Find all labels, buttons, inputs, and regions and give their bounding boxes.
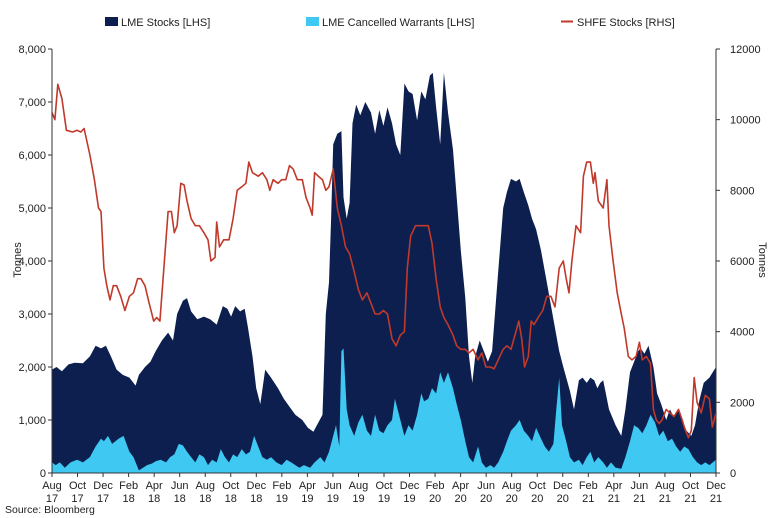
x-tick-label-year: 20 [506,493,518,505]
y-axis-label-right: Tonnes [756,242,768,278]
x-tick-label-month: Apr [452,480,469,492]
x-tick-label-month: Oct [682,480,699,492]
legend-label-lme-cancelled-warrants: LME Cancelled Warrants [LHS] [322,17,474,29]
x-tick-label-year: 21 [608,493,620,505]
x-tick-label-year: 17 [97,493,109,505]
y-tick-left-label: 3,000 [18,309,46,321]
x-tick-label-year: 18 [174,493,186,505]
x-tick-label-year: 18 [199,493,211,505]
chart-legend: LME Stocks [LHS] LME Cancelled Warrants … [105,17,675,29]
y-tick-left-label: 7,000 [18,97,46,109]
x-tick-label-year: 21 [684,493,696,505]
x-tick-label-month: Aug [195,480,215,492]
x-tick-label-year: 19 [403,493,415,505]
x-tick-label-year: 21 [710,493,722,505]
y-tick-left-label: 5,000 [18,203,46,215]
x-tick-label-month: Jun [324,480,342,492]
y-tick-left-label: 8,000 [18,44,46,56]
x-tick-label-month: Apr [299,480,316,492]
x-tick-label-year: 19 [301,493,313,505]
x-tick-label-month: Aug [349,480,369,492]
series-area-lme-stocks [52,72,716,474]
x-tick-label-year: 18 [148,493,160,505]
legend-label-lme-stocks: LME Stocks [LHS] [121,17,210,29]
series-line-shfe-stocks [51,83,717,439]
series-area-lme-cancelled-warrants [52,348,716,473]
y-tick-left-label: 1,000 [18,415,46,427]
y-tick-right-label: 12000 [730,44,761,56]
x-tick-label-month: Aug [502,480,522,492]
plot-area [51,72,717,474]
x-tick-label-year: 20 [557,493,569,505]
y-tick-left-label: 0 [40,468,46,480]
y-tick-right-label: 2000 [730,397,754,409]
x-tick-label-month: Aug [655,480,675,492]
y-tick-right-label: 0 [730,468,736,480]
y-tick-left-label: 6,000 [18,150,46,162]
x-tick-label-month: Oct [529,480,546,492]
x-tick-label-month: Dec [400,480,420,492]
y-tick-right-label: 8000 [730,185,754,197]
x-tick-label-month: Oct [222,480,239,492]
x-tick-label-month: Oct [69,480,86,492]
x-tick-label-month: Jun [171,480,189,492]
x-tick-label-year: 17 [71,493,83,505]
y-tick-left-label: 2,000 [18,362,46,374]
x-tick-label-month: Jun [631,480,649,492]
x-tick-label-month: Dec [706,480,726,492]
x-tick-label-year: 21 [582,493,594,505]
y-tick-right-label: 6000 [730,256,754,268]
y-axis-label-left: Tonnes [12,242,24,278]
x-tick-label-year: 19 [276,493,288,505]
x-tick-label-year: 19 [378,493,390,505]
axes: 0 1,000 2,000 3,000 4,000 5,000 6,000 7,000 8,00… [18,44,760,505]
x-tick-label-month: Feb [426,480,445,492]
legend-label-shfe-stocks: SHFE Stocks [RHS] [577,17,675,29]
y-tick-right-label: 4000 [730,327,754,339]
legend-item-shfe-stocks: SHFE Stocks [RHS] [561,17,675,29]
x-tick-label-year: 20 [480,493,492,505]
x-tick-label-year: 20 [531,493,543,505]
x-tick-label-month: Feb [579,480,598,492]
x-tick-label-year: 18 [250,493,262,505]
source-note: Source: Bloomberg [5,504,95,516]
x-tick-label-month: Apr [605,480,622,492]
x-tick-label-month: Aug [42,480,62,492]
x-tick-label-month: Apr [146,480,163,492]
legend-item-lme-cancelled-warrants: LME Cancelled Warrants [LHS] [306,17,474,29]
x-tick-label-year: 18 [225,493,237,505]
x-tick-label-month: Dec [247,480,267,492]
x-tick-label-year: 18 [122,493,134,505]
x-tick-label-year: 21 [659,493,671,505]
x-tick-label-year: 19 [352,493,364,505]
x-tick-label-month: Jun [477,480,495,492]
x-tick-label-year: 20 [454,493,466,505]
x-tick-label-month: Dec [553,480,573,492]
legend-swatch-lme-cancelled-warrants [306,17,319,26]
x-tick-label-year: 17 [46,493,58,505]
y-tick-left-label: 4,000 [18,256,46,268]
x-tick-label-year: 19 [327,493,339,505]
legend-item-lme-stocks: LME Stocks [LHS] [105,17,210,29]
x-tick-label-month: Dec [93,480,113,492]
x-tick-label-month: Oct [375,480,392,492]
y-tick-right-label: 10000 [730,115,761,127]
x-tick-label-month: Feb [119,480,138,492]
x-tick-label-month: Feb [272,480,291,492]
x-tick-label-year: 21 [633,493,645,505]
x-tick-label-year: 20 [429,493,441,505]
legend-swatch-lme-stocks [105,17,118,26]
